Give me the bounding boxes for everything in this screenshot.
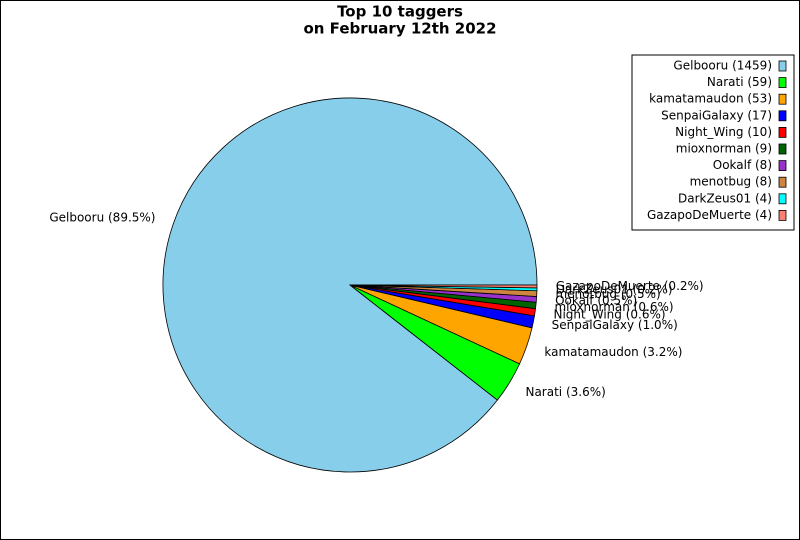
slice-label: Narati (3.6%) (525, 385, 605, 399)
slice-label: GazapoDeMuerte (0.2%) (556, 279, 704, 293)
chart-title: on February 12th 2022 (303, 20, 496, 38)
legend-swatch (778, 127, 787, 138)
slice-label: SenpaiGalaxy (1.0%) (552, 318, 678, 332)
slice-label: DarkZeus01 (0.2%) (556, 282, 673, 296)
slice-label: kamatamaudon (3.2%) (544, 345, 682, 359)
slice-label: Ookalf (0.5%) (555, 293, 637, 307)
legend-swatch (778, 193, 787, 205)
legend-label: menotbug (8) (690, 175, 772, 189)
legend-swatch (778, 160, 787, 172)
legend-label: mioxnorman (9) (676, 142, 772, 156)
legend-swatch (778, 60, 787, 72)
legend-label: SenpaiGalaxy (17) (661, 108, 772, 122)
legend-label: kamatamaudon (53) (649, 92, 772, 106)
legend-label: GazapoDeMuerte (4) (647, 208, 772, 222)
legend-swatch (778, 209, 787, 221)
legend-label: Narati (59) (707, 75, 772, 89)
slice-label: mioxnorman (0.6%) (554, 300, 673, 314)
slice-label: Gelbooru (89.5%) (49, 211, 155, 225)
legend-label: Night_Wing (10) (675, 125, 772, 139)
legend-box (631, 54, 795, 231)
legend-swatch (778, 176, 787, 188)
slice-label: menotbug (0.5%) (555, 287, 660, 301)
legend-swatch (778, 77, 787, 88)
legend-swatch (778, 143, 787, 155)
legend-label: DarkZeus01 (4) (678, 191, 772, 205)
legend-swatch (778, 93, 787, 105)
legend-label: Ookalf (8) (713, 158, 772, 172)
pie-slice (349, 284, 538, 289)
chart-title: Top 10 taggers (337, 3, 463, 21)
slice-label: Night_Wing (0.6%) (553, 308, 665, 322)
legend-label: Gelbooru (1459) (673, 59, 772, 73)
legend-swatch (778, 110, 787, 122)
